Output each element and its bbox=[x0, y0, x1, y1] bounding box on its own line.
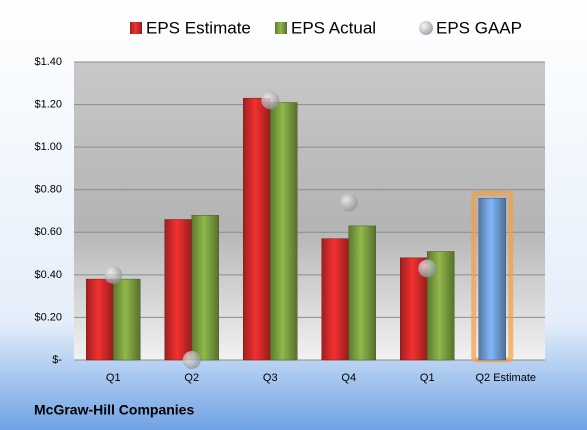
legend-marker bbox=[275, 22, 287, 34]
gaap-marker bbox=[104, 265, 123, 284]
legend-label: EPS Actual bbox=[291, 18, 376, 37]
plot-area bbox=[74, 62, 545, 360]
y-tick-label: $- bbox=[52, 354, 62, 366]
gaap-marker bbox=[261, 91, 280, 110]
bar bbox=[86, 278, 114, 361]
caption: McGraw-Hill Companies bbox=[34, 402, 194, 418]
bar bbox=[243, 97, 271, 361]
y-tick-label: $1.20 bbox=[34, 98, 62, 110]
y-tick-label: $0.40 bbox=[34, 269, 62, 281]
x-tick-label: Q1 bbox=[420, 372, 435, 384]
legend-marker bbox=[419, 21, 433, 35]
y-tick-label: $0.80 bbox=[34, 184, 62, 196]
legend-marker bbox=[130, 22, 142, 34]
y-tick-label: $0.20 bbox=[34, 311, 62, 323]
bar bbox=[191, 215, 219, 361]
gaap-marker bbox=[182, 351, 201, 369]
x-tick-label: Q2 Estimate bbox=[475, 372, 536, 384]
bar bbox=[427, 251, 455, 361]
y-tick-label: $0.60 bbox=[34, 226, 62, 238]
y-tick-label: $1.40 bbox=[34, 56, 62, 68]
bar bbox=[270, 102, 298, 361]
bar bbox=[321, 238, 349, 361]
bar bbox=[113, 278, 141, 361]
legend-label: EPS GAAP bbox=[436, 18, 522, 37]
bar bbox=[348, 225, 376, 361]
gaap-marker bbox=[339, 193, 358, 212]
bar bbox=[478, 197, 506, 361]
x-tick-label: Q2 bbox=[184, 372, 199, 384]
x-tick-label: Q1 bbox=[106, 372, 121, 384]
bar bbox=[164, 219, 192, 361]
y-tick-label: $1.00 bbox=[34, 141, 62, 153]
x-tick-label: Q4 bbox=[341, 372, 356, 384]
legend-label: EPS Estimate bbox=[146, 18, 251, 37]
x-tick-label: Q3 bbox=[263, 372, 278, 384]
gaap-marker bbox=[418, 259, 437, 278]
